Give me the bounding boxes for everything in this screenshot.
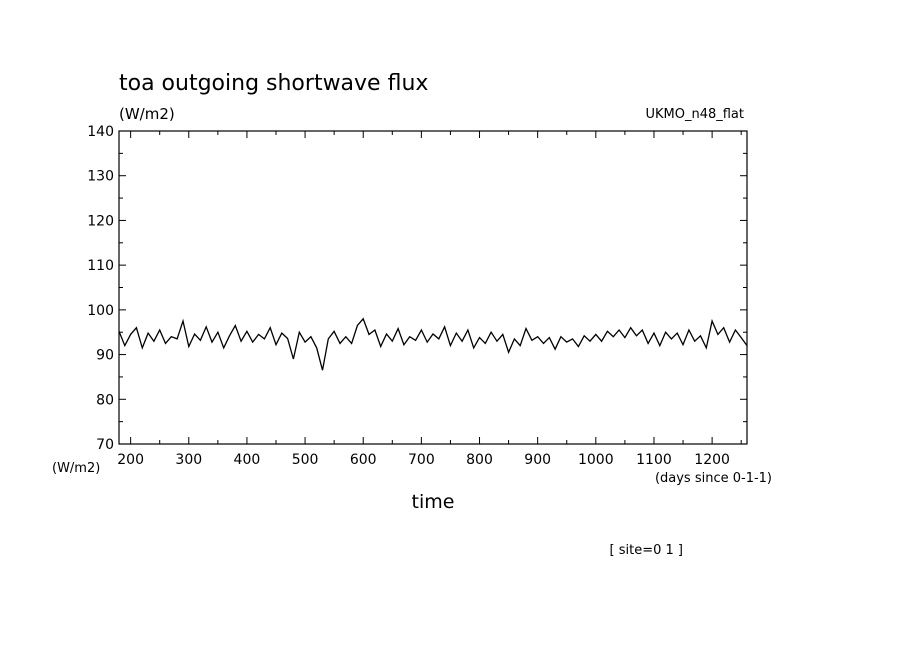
y-tick-label: 110 <box>87 258 114 274</box>
x-tick-label: 700 <box>408 452 435 468</box>
y-tick-label: 140 <box>87 124 114 140</box>
x-tick-label: 800 <box>466 452 493 468</box>
x-tick-label: 1200 <box>694 452 730 468</box>
y-tick-label: 70 <box>96 437 114 453</box>
y-axis-label: (W/m2) <box>52 461 100 476</box>
x-tick-label: 300 <box>175 452 202 468</box>
units-label: (W/m2) <box>119 105 175 123</box>
x-tick-label: 500 <box>292 452 319 468</box>
x-tick-label: 400 <box>234 452 261 468</box>
y-tick-label: 90 <box>96 348 114 364</box>
x-axis-title: time <box>412 491 455 513</box>
plot-frame <box>118 130 748 445</box>
x-tick-label: 200 <box>117 452 144 468</box>
y-tick-label: 130 <box>87 169 114 185</box>
y-tick-label: 120 <box>87 213 114 229</box>
x-axis-units: (days since 0-1-1) <box>655 471 772 486</box>
y-tick-label: 80 <box>96 392 114 408</box>
y-tick-label: 100 <box>87 303 114 319</box>
plot-area <box>118 130 748 445</box>
x-tick-label: 1000 <box>578 452 614 468</box>
series-layer <box>118 317 748 371</box>
footnote: [ site=0 1 ] <box>610 543 683 558</box>
series-line <box>118 317 748 371</box>
x-tick-label: 900 <box>524 452 551 468</box>
x-tick-label: 1100 <box>636 452 672 468</box>
axis-ticks: 200 300 400 500 600 700 800 900 1000 1100 1200 70 80… <box>87 124 747 468</box>
x-tick-label: 600 <box>350 452 377 468</box>
model-label: UKMO_n48_flat <box>645 107 744 122</box>
chart-title: toa outgoing shortwave flux <box>119 71 428 96</box>
